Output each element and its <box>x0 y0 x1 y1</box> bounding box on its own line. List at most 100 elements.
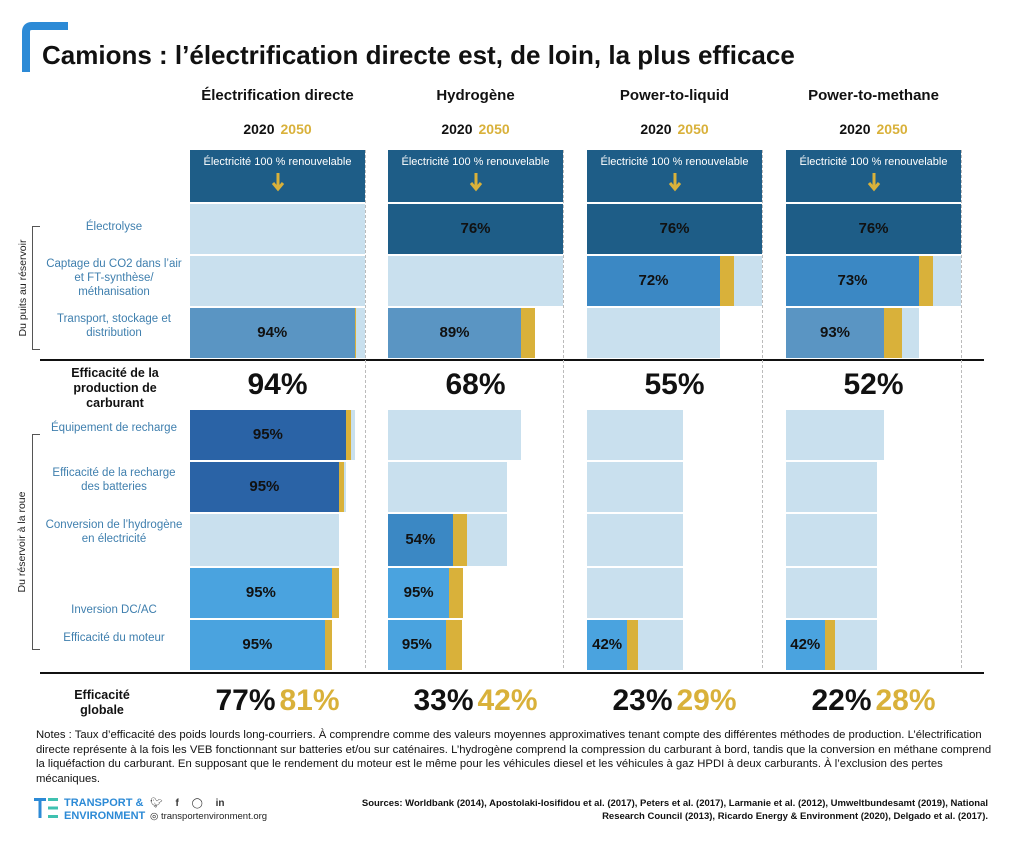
year-labels: 2020 2050 <box>178 121 378 137</box>
step-efficiency-label: 54% <box>405 531 436 548</box>
available-energy-bar <box>388 410 521 460</box>
available-energy-bar <box>587 514 684 566</box>
social-icons: 🐦︎ f ◯ in <box>150 798 224 809</box>
year-2020: 2020 <box>441 121 473 137</box>
website-link[interactable]: ◎ transportenvironment.org <box>150 811 267 822</box>
overall-efficiency-2050: 29% <box>676 684 737 717</box>
column-guide <box>365 150 366 668</box>
column-guide <box>762 150 763 668</box>
step-efficiency-bar <box>190 410 346 460</box>
twitter-icon[interactable]: 🐦︎ <box>150 798 163 809</box>
fuel-production-efficiency: 68% <box>445 368 506 401</box>
electricity-source-box: Électricité 100 % renouvelable <box>388 150 563 202</box>
overall-efficiency: 22% 28% <box>774 684 974 718</box>
group-label-tank-to-wheel: Du réservoir à la roue <box>16 491 28 593</box>
row-label-captage: Captage du CO2 dans l’air et FT-synthèse… <box>46 258 182 298</box>
step-efficiency-label: 89% <box>439 324 470 341</box>
overall-efficiency-2020: 23% <box>612 684 673 717</box>
overall-efficiency-2020: 77% <box>215 684 276 717</box>
step-efficiency-label: 95% <box>245 584 276 601</box>
column-title: Power-to-methane <box>808 87 939 104</box>
year-2020: 2020 <box>839 121 871 137</box>
column-title: Power-to-liquid <box>619 87 730 104</box>
summary-label-production: Efficacité de la production de carburant <box>71 366 159 410</box>
available-energy-bar <box>786 514 877 566</box>
fuel-production-efficiency: 52% <box>843 368 904 401</box>
logo-line2: ENVIRONMENT <box>64 810 146 822</box>
summary-label-globale: Efficacité globale <box>74 688 130 717</box>
bracket-tank-to-wheel <box>32 434 40 650</box>
year-labels: 2020 2050 <box>774 121 974 137</box>
step-efficiency-label: 95% <box>401 636 432 653</box>
step-efficiency-label: 73% <box>837 272 868 289</box>
row-label-conversion: Conversion de l’hydrogène en électricité <box>45 519 183 545</box>
overall-efficiency: 77% 81% <box>178 684 378 718</box>
step-efficiency-label: 93% <box>819 324 851 341</box>
step-efficiency-bar <box>587 256 720 306</box>
logo-text: TRANSPORT & ENVIRONMENT <box>64 797 145 823</box>
row-label-transport: Transport, stockage et distribution <box>57 313 171 339</box>
step-efficiency-bar <box>388 620 446 670</box>
step-efficiency-label: 72% <box>638 272 669 289</box>
available-energy-bar <box>587 462 684 512</box>
overall-efficiency-2050: 28% <box>875 684 936 717</box>
instagram-icon[interactable]: ◯ <box>191 798 203 809</box>
step-efficiency-label: 95% <box>249 478 280 495</box>
row-label-recharge: Efficacité de la recharge des batteries <box>52 467 176 493</box>
available-energy-bar <box>587 410 684 460</box>
step-efficiency-label: 94% <box>257 324 288 341</box>
electricity-source-box: Électricité 100 % renouvelable <box>190 150 365 202</box>
logo-line1: TRANSPORT & <box>64 797 144 809</box>
electricity-label: Électricité 100 % renouvelable <box>401 156 550 168</box>
year-2050: 2050 <box>280 121 312 137</box>
facebook-icon[interactable]: f <box>175 798 179 809</box>
step-efficiency-bar <box>190 308 355 358</box>
column-guide <box>961 150 962 668</box>
group-label-well-to-tank: Du puits au réservoir <box>17 239 29 337</box>
step-efficiency-bar <box>587 620 628 670</box>
step-efficiency-label: 76% <box>659 220 690 237</box>
available-energy-bar <box>786 568 877 618</box>
globe-icon: ◎ <box>150 811 159 822</box>
step-efficiency-bar <box>190 568 332 618</box>
available-energy-bar <box>388 256 563 306</box>
overall-efficiency: 33% 42% <box>376 684 576 718</box>
available-energy-bar <box>190 256 365 306</box>
arrow-down-icon <box>469 173 482 192</box>
overall-efficiency: 23% 29% <box>575 684 775 718</box>
year-labels: 2020 2050 <box>376 121 576 137</box>
year-2020: 2020 <box>640 121 672 137</box>
step-efficiency-bar <box>388 308 521 358</box>
column-guide <box>563 150 564 668</box>
bracket-well-to-tank <box>32 226 40 350</box>
step-efficiency-bar <box>190 620 325 670</box>
row-label-moteur: Efficacité du moteur <box>63 632 165 644</box>
row-label-electrolyse: Électrolyse <box>85 221 143 233</box>
available-energy-bar <box>388 462 507 512</box>
available-energy-bar <box>786 462 877 512</box>
electricity-label: Électricité 100 % renouvelable <box>600 156 749 168</box>
divider-line-production <box>40 359 984 361</box>
step-efficiency-label: 76% <box>858 220 889 237</box>
year-2050: 2050 <box>876 121 908 137</box>
linkedin-icon[interactable]: in <box>215 798 225 809</box>
step-efficiency-label: 76% <box>460 220 491 237</box>
fuel-production-efficiency: 55% <box>644 368 705 401</box>
year-labels: 2020 2050 <box>575 121 775 137</box>
step-efficiency-bar <box>388 568 450 618</box>
available-energy-bar <box>587 308 720 358</box>
overall-efficiency-2050: 81% <box>279 684 340 717</box>
arrow-down-icon <box>668 173 681 192</box>
available-energy-bar <box>190 204 365 254</box>
step-efficiency-label: 42% <box>592 636 623 653</box>
step-efficiency-bar <box>587 204 762 254</box>
website-text[interactable]: transportenvironment.org <box>160 811 268 822</box>
column-title: Hydrogène <box>436 87 515 104</box>
row-label-inversion: Inversion DC/AC <box>71 604 157 616</box>
year-2050: 2050 <box>478 121 510 137</box>
step-efficiency-bar <box>388 514 453 566</box>
step-efficiency-bar <box>786 308 884 358</box>
step-efficiency-bar <box>786 256 919 306</box>
electricity-label: Électricité 100 % renouvelable <box>203 156 352 168</box>
step-efficiency-label: 42% <box>790 636 821 653</box>
